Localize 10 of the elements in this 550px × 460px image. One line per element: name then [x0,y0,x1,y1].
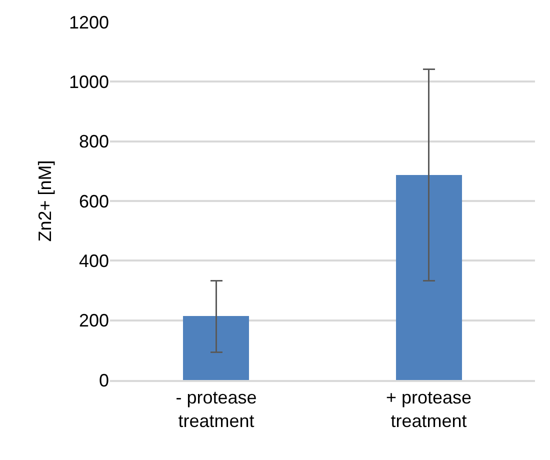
x-tick-label: - protease treatment [176,387,257,431]
x-tick-label: + protease treatment [386,387,472,431]
y-tick-label: 600 [78,191,109,212]
y-axis-title: Zn2+ [nM] [35,160,56,242]
y-tick-label: 1200 [68,12,109,32]
y-tick-label: 200 [78,310,109,331]
y-tick-label: 400 [78,250,109,271]
y-tick-label: 1000 [68,72,109,92]
y-tick-label: 0 [98,370,109,390]
y-tick-label: 800 [78,132,109,152]
